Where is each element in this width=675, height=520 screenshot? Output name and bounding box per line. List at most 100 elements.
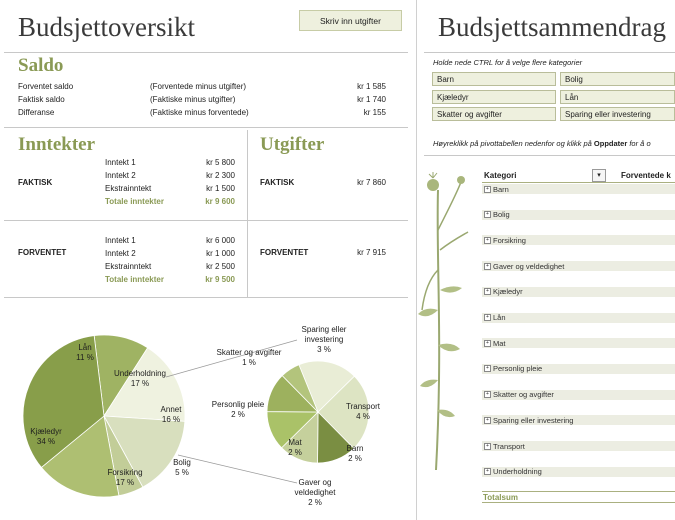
expand-icon[interactable]: + xyxy=(484,468,491,476)
income-total-label: Totale inntekter xyxy=(105,197,164,206)
expense-actual-value: kr 7 860 xyxy=(357,178,386,187)
slicer-skatter[interactable]: Skatter og avgifter xyxy=(432,107,556,121)
slicer-barn[interactable]: Barn xyxy=(432,72,556,86)
connector-line xyxy=(177,454,298,484)
pie-label-skatter-og-avgifter: 1 % xyxy=(242,358,256,367)
pie-label-sparing-eller-investering: Sparing eller xyxy=(302,325,347,334)
saldo-title: Saldo xyxy=(18,55,64,76)
enter-expenses-button[interactable]: Skriv inn utgifter xyxy=(299,10,402,31)
pivot-row[interactable]: + Transport xyxy=(482,441,675,451)
pie-label-transport: Transport xyxy=(346,402,381,411)
slicer-kjaeledyr[interactable]: Kjæledyr xyxy=(432,90,556,104)
pivot-row-label: Forsikring xyxy=(493,235,526,245)
expand-icon[interactable]: + xyxy=(484,236,491,244)
pivot-col-expected: Forventede k xyxy=(621,171,671,180)
pivot-row[interactable]: + Skatter og avgifter xyxy=(482,389,675,400)
pie-label-lan: 11 % xyxy=(76,353,94,362)
expand-icon[interactable]: + xyxy=(484,442,491,450)
pivot-row-label: Underholdning xyxy=(493,467,542,477)
expand-icon[interactable]: + xyxy=(484,211,491,219)
pivot-row-label: Lån xyxy=(493,313,506,322)
pivot-total-row: Totalsum xyxy=(482,491,675,503)
connector-line xyxy=(165,339,298,378)
pivot-row[interactable]: + Lån xyxy=(482,312,675,323)
expand-icon[interactable]: + xyxy=(484,262,491,270)
pie-label-skatter-og-avgifter: Skatter og avgifter xyxy=(217,348,282,357)
pie-label-mat: Mat xyxy=(288,438,302,447)
pie-label-bolig: 5 % xyxy=(175,468,189,477)
inntekter-title: Inntekter xyxy=(18,134,96,155)
utgifter-title: Utgifter xyxy=(260,134,325,155)
instruction-text: for å o xyxy=(627,139,651,148)
slicer-hint: Holde nede CTRL for å velge flere katego… xyxy=(433,58,583,67)
divider xyxy=(424,52,675,53)
divider xyxy=(247,130,248,297)
filter-dropdown-icon[interactable]: ▾ xyxy=(592,169,606,182)
pivot-row-label: Kjæledyr xyxy=(493,287,523,297)
expand-icon[interactable]: + xyxy=(484,288,491,296)
divider xyxy=(482,182,675,183)
pivot-row[interactable]: + Barn xyxy=(482,184,675,194)
pie-slice-forsikring xyxy=(40,415,120,498)
divider xyxy=(424,155,675,156)
income-row-label: Inntekt 1 xyxy=(105,158,136,167)
slicer-bolig[interactable]: Bolig xyxy=(560,72,675,86)
pivot-instruction: Høyreklikk på pivottabellen nedenfor og … xyxy=(433,139,651,148)
pivot-row[interactable]: + Forsikring xyxy=(482,235,675,246)
income-row-label: Inntekt 2 xyxy=(105,171,136,180)
instruction-bold: Oppdater xyxy=(593,139,628,148)
pie-label-forsikring: Forsikring xyxy=(107,468,142,477)
pivot-row[interactable]: + Underholdning xyxy=(482,466,675,477)
expand-icon[interactable]: + xyxy=(484,339,491,347)
pie-label-barn: 2 % xyxy=(348,454,362,463)
page-title: Budsjettoversikt xyxy=(18,12,195,42)
expand-icon[interactable]: + xyxy=(484,416,491,424)
saldo-row-label: Faktisk saldo xyxy=(18,95,65,104)
pie-label-kjaeledyr: Kjæledyr xyxy=(30,427,62,436)
pivot-row-label: Personlig pleie xyxy=(493,364,543,374)
pivot-row[interactable]: + Kjæledyr xyxy=(482,286,675,297)
income-row-value: kr 6 000 xyxy=(206,236,235,245)
income-row-label: Ekstrainntekt xyxy=(105,262,152,271)
pivot-row-label: Barn xyxy=(493,184,509,194)
expand-icon[interactable]: + xyxy=(484,314,491,321)
expense-actual-label: FAKTISK xyxy=(260,178,295,187)
pivot-row[interactable]: + Gaver og veldedighet xyxy=(482,261,675,272)
pie2-slice-transport xyxy=(317,375,370,449)
income-row-value: kr 2 500 xyxy=(206,262,235,271)
pie-label-annet: 16 % xyxy=(162,415,180,424)
expand-icon[interactable]: + xyxy=(484,365,491,373)
income-row-value: kr 5 800 xyxy=(206,158,235,167)
pivot-row-label: Mat xyxy=(493,338,506,348)
saldo-row-label: Differanse xyxy=(18,108,55,117)
pivot-row-label: Sparing eller investering xyxy=(493,415,574,425)
instruction-text: Høyreklikk på pivottabellen nedenfor og … xyxy=(433,139,594,148)
pie-slice-annet xyxy=(103,415,186,488)
income-row-label: Ekstrainntekt xyxy=(105,184,152,193)
income-total-value: kr 9 600 xyxy=(205,197,235,206)
income-total-label: Totale inntekter xyxy=(105,275,164,284)
expand-icon[interactable]: + xyxy=(484,185,491,193)
saldo-row-desc: (Faktiske minus forventede) xyxy=(150,108,249,117)
pie-label-underholdning: Underholdning xyxy=(114,369,166,378)
pivot-row[interactable]: + Personlig pleie xyxy=(482,363,675,374)
slicer-sparing[interactable]: Sparing eller investering xyxy=(560,107,675,121)
pivot-row[interactable]: + Bolig xyxy=(482,209,675,220)
slicer-lan[interactable]: Lån xyxy=(560,90,675,104)
income-row-value: kr 1 500 xyxy=(206,184,235,193)
plant-illustration xyxy=(418,172,469,471)
pie-label-underholdning: 17 % xyxy=(131,379,149,388)
pivot-row[interactable]: + Sparing eller investering xyxy=(482,415,675,426)
pie-slice-underholdning xyxy=(103,347,186,422)
divider xyxy=(4,220,408,221)
pivot-col-category: Kategori xyxy=(484,171,517,180)
secondary-pie xyxy=(266,360,370,464)
pivot-row[interactable]: + Mat xyxy=(482,338,675,349)
pie-label-gaver-og-veldedighet: Gaver og xyxy=(299,478,332,487)
expand-icon[interactable]: + xyxy=(484,391,491,399)
pie2-slice-skatter-og-avgifter xyxy=(281,364,319,413)
saldo-row-value: kr 1 585 xyxy=(357,82,386,91)
income-row-value: kr 1 000 xyxy=(206,249,235,258)
